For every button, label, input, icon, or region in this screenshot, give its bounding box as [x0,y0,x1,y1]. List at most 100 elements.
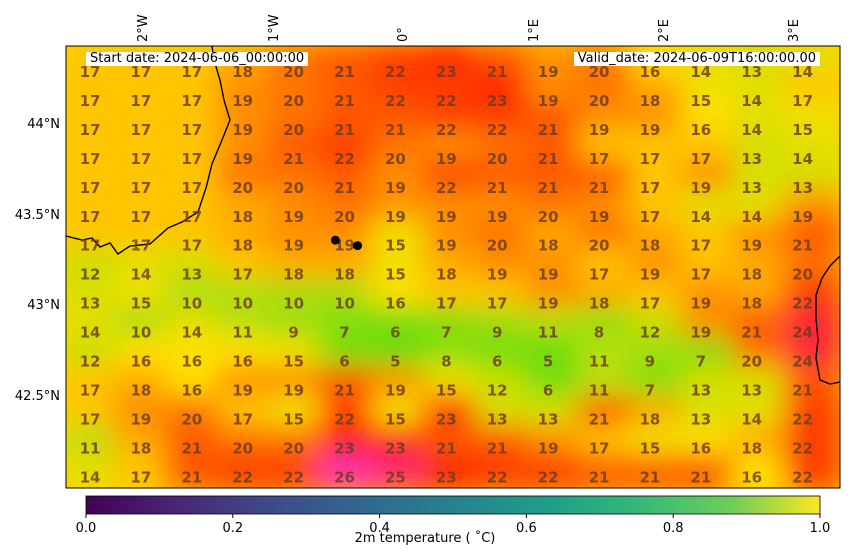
temperature-value: 17 [130,208,151,226]
temperature-value: 20 [181,410,202,428]
temperature-value: 19 [436,237,457,255]
temperature-value: 19 [741,237,762,255]
temperature-value: 20 [589,92,610,110]
temperature-value: 17 [181,121,202,139]
temperature-value: 20 [589,237,610,255]
temperature-value: 18 [741,266,762,284]
temperature-value: 12 [639,324,660,342]
temperature-value: 21 [334,381,355,399]
temperature-value: 24 [792,324,813,342]
temperature-value: 19 [436,150,457,168]
temperature-value: 17 [181,208,202,226]
temperature-value: 17 [80,121,101,139]
temperature-value: 19 [232,92,253,110]
temperature-value: 19 [385,208,406,226]
lon-tick: 3°E [787,19,802,42]
temperature-value: 18 [741,295,762,313]
temperature-value: 17 [690,237,711,255]
temperature-cell [578,454,638,488]
temperature-value: 13 [690,410,711,428]
temperature-value: 19 [385,179,406,197]
temperature-value: 22 [334,150,355,168]
map-area: 17 17 17 18 20 21 22 23 21 19 20 16 14 13 14 17 17 17 19 20… [66,46,840,488]
temperature-value: 18 [283,266,304,284]
temperature-value: 17 [792,92,813,110]
colorbar-ticks: 0.0 0.2 0.4 0.6 0.8 1.0 [76,514,831,536]
temperature-value: 23 [487,92,508,110]
temperature-value: 17 [232,410,253,428]
valid-date-label: Valid_date: 2024-06-09T16:00:00.00 [573,52,820,66]
temperature-value: 17 [639,179,660,197]
temperature-value: 20 [487,237,508,255]
temperature-value: 19 [538,266,559,284]
temperature-value: 22 [232,468,253,486]
temperature-value: 20 [283,63,304,81]
temperature-value: 18 [639,92,660,110]
temperature-value: 20 [385,150,406,168]
temperature-value: 21 [589,410,610,428]
temperature-value: 19 [690,295,711,313]
temperature-value: 25 [385,468,406,486]
temperature-value: 18 [538,237,559,255]
temperature-value: 10 [334,295,355,313]
temperature-value: 16 [181,381,202,399]
temperature-value: 22 [385,63,406,81]
temperature-value: 6 [492,353,502,371]
temperature-value: 17 [130,121,151,139]
lat-tick: 42.5°N [15,389,60,404]
temperature-value: 11 [232,324,253,342]
temperature-value: 15 [283,353,304,371]
temperature-value: 19 [436,208,457,226]
temperature-value: 15 [283,410,304,428]
temperature-value: 5 [390,353,400,371]
temperature-value: 21 [385,121,406,139]
temperature-cell [165,454,225,488]
temperature-value: 16 [181,353,202,371]
temperature-value: 14 [741,121,762,139]
colorbar-tick-label: 0.8 [663,521,684,536]
temperature-value: 21 [181,439,202,457]
temperature-value: 21 [334,63,355,81]
longitude-axis: 2°W 1°W 0° 1°E 2°E 3°E [136,14,802,42]
temperature-value: 21 [334,92,355,110]
temperature-cell [732,454,793,488]
lat-tick: 43°N [27,298,60,313]
station-marker [330,235,340,245]
temperature-value: 22 [283,468,304,486]
temperature-value: 17 [80,410,101,428]
temperature-value: 16 [690,439,711,457]
temperature-value: 13 [690,381,711,399]
colorbar-tick-label: 0.6 [516,521,537,536]
colorbar-tick-label: 1.0 [810,521,831,536]
temperature-value: 21 [487,439,508,457]
temperature-value: 20 [283,439,304,457]
temperature-value: 19 [639,266,660,284]
temperature-value: 22 [436,92,457,110]
temperature-value: 13 [487,410,508,428]
temperature-value: 11 [589,353,610,371]
temperature-value: 18 [741,439,762,457]
temperature-value: 16 [130,353,151,371]
temperature-value: 19 [538,439,559,457]
lat-tick: 43.5°N [15,208,60,223]
temperature-value: 17 [690,150,711,168]
temperature-value: 17 [589,439,610,457]
temperature-value: 10 [130,324,151,342]
temperature-value: 14 [792,63,813,81]
temperature-value: 19 [538,92,559,110]
temperature-value: 14 [741,410,762,428]
temperature-value: 16 [741,468,762,486]
temperature-value: 21 [334,121,355,139]
temperature-value: 21 [181,468,202,486]
temperature-value: 13 [741,150,762,168]
temperature-value: 20 [232,179,253,197]
temperature-value: 11 [80,439,101,457]
temperature-value: 15 [385,266,406,284]
temperature-value: 19 [232,381,253,399]
temperature-value: 23 [436,63,457,81]
temperature-value: 20 [232,439,253,457]
temperature-value: 22 [487,468,508,486]
temperature-value: 12 [487,381,508,399]
temperature-value: 21 [589,468,610,486]
temperature-value: 17 [80,150,101,168]
